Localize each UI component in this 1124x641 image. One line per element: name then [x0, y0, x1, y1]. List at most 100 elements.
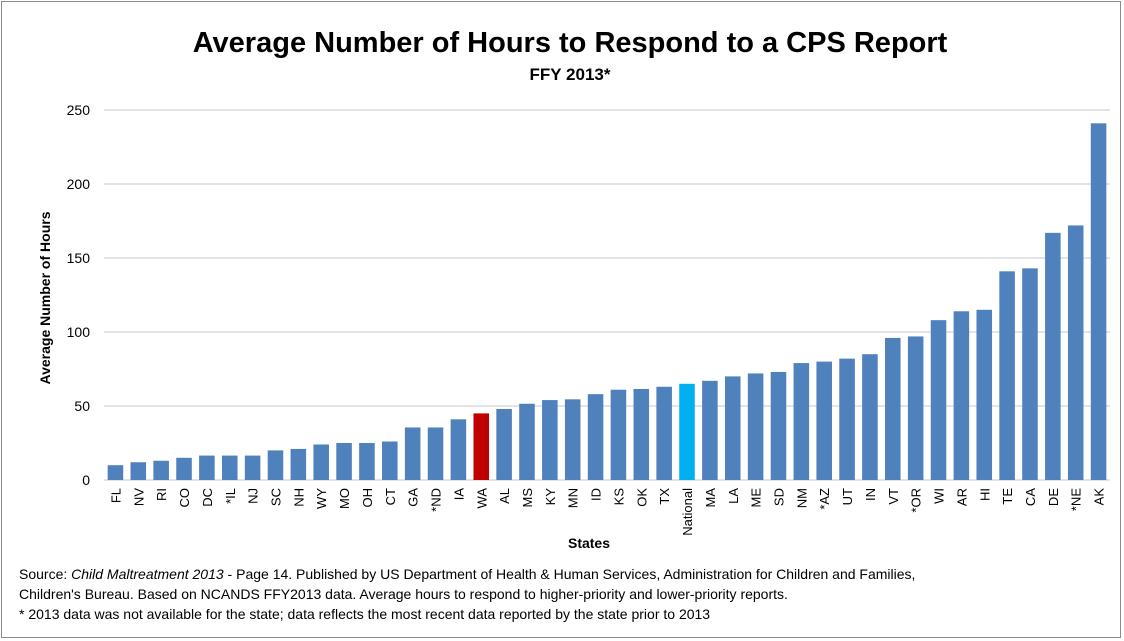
y-tick-label: 250 [67, 102, 91, 118]
chart-title: Average Number of Hours to Respond to a … [193, 27, 948, 59]
x-tick-label: KY [543, 488, 558, 506]
bar [176, 457, 192, 480]
x-tick-label: KS [611, 488, 626, 506]
x-tick-label: IN [863, 488, 878, 501]
chart-subtitle: FFY 2013* [530, 65, 611, 84]
x-tick-label: GA [406, 488, 421, 507]
x-tick-label: NJ [246, 488, 261, 504]
bar [816, 361, 832, 480]
x-tick-label: AK [1092, 488, 1107, 506]
x-tick-label: SD [771, 488, 786, 506]
bar [130, 462, 147, 480]
y-tick-label: 200 [67, 176, 91, 192]
bar [199, 455, 215, 480]
y-axis-label: Average Number of Hours [37, 211, 53, 384]
x-tick-label: *NE [1069, 488, 1084, 511]
bar [107, 465, 124, 480]
bar [496, 408, 512, 480]
x-tick-label: *IL [223, 488, 238, 504]
bar [519, 403, 535, 480]
bar [587, 394, 604, 480]
x-tick-label: HI [977, 488, 992, 501]
x-tick-label: DE [1046, 488, 1061, 506]
source-prefix: Source: [19, 566, 72, 582]
x-tick-label: ID [589, 488, 604, 501]
bar [907, 336, 924, 480]
y-tick-label: 0 [82, 472, 90, 488]
y-tick-label: 100 [67, 324, 91, 340]
source-publication-title: Child Maltreatment 2013 [71, 566, 224, 582]
source-line-1: Source: Child Maltreatment 2013 - Page 1… [19, 564, 1114, 584]
bar [930, 320, 947, 480]
x-tick-labels: FL NV RI CO DC *IL NJ SC NH WY MO OH CT GA *ND IA WA AL MS… [108, 488, 1106, 536]
y-tick-label: 150 [67, 250, 91, 266]
x-tick-label: National [680, 488, 695, 536]
source-line-2: Children's Bureau. Based on NCANDS FFY20… [19, 586, 788, 602]
bar-chart: Average Number of Hours to Respond to a … [37, 27, 1110, 551]
x-tick-label: CT [383, 488, 398, 505]
x-tick-label: AR [954, 488, 969, 506]
footnote: * 2013 data was not available for the st… [19, 606, 711, 622]
x-tick-label: NH [291, 488, 306, 507]
bar [1090, 123, 1107, 480]
bars [107, 123, 1107, 480]
x-tick-label: SC [268, 488, 283, 506]
bar [473, 413, 490, 480]
x-tick-label: LA [726, 488, 741, 504]
bar [542, 400, 558, 480]
bar [1045, 232, 1061, 480]
x-tick-label: OK [634, 488, 649, 507]
x-axis-label: States [568, 535, 610, 551]
bar [724, 376, 741, 480]
x-tick-label: FL [108, 488, 123, 503]
bar [313, 444, 329, 480]
bar [747, 373, 764, 480]
bar [679, 383, 695, 480]
x-tick-label: MN [566, 488, 581, 508]
x-tick-label: UT [840, 488, 855, 505]
bar [976, 309, 993, 480]
bar [382, 441, 398, 480]
x-tick-label: TE [1000, 488, 1015, 505]
bar [610, 389, 627, 480]
bar [221, 455, 238, 480]
x-tick-label: MS [520, 488, 535, 508]
source-note: Source: Child Maltreatment 2013 - Page 1… [19, 564, 1114, 624]
x-tick-label: NV [131, 488, 146, 506]
x-tick-label: *ND [429, 488, 444, 512]
bar [290, 448, 307, 480]
x-tick-label: *OR [909, 488, 924, 513]
x-tick-label: NM [794, 488, 809, 508]
x-tick-label: WA [474, 488, 489, 509]
x-tick-label: IA [451, 488, 466, 501]
x-tick-label: ME [749, 488, 764, 508]
bar [153, 460, 169, 480]
bar [267, 450, 284, 480]
x-tick-label: MO [337, 488, 352, 509]
bar [793, 363, 810, 480]
bar [336, 443, 352, 480]
x-tick-label: CA [1023, 488, 1038, 506]
x-tick-label: WI [932, 488, 947, 504]
x-tick-label: MA [703, 488, 718, 508]
bar [359, 443, 375, 480]
bar [244, 455, 261, 480]
x-tick-label: CO [177, 488, 192, 508]
bar [1067, 225, 1084, 480]
x-tick-label: TX [657, 488, 672, 505]
x-tick-label: RI [154, 488, 169, 501]
x-tick-label: DC [200, 488, 215, 507]
source-line-1-rest: - Page 14. Published by US Department of… [223, 566, 916, 582]
bar [633, 388, 650, 480]
x-tick-label: AL [497, 488, 512, 504]
bar [770, 371, 787, 480]
x-tick-label: VT [886, 488, 901, 505]
x-tick-label: WY [314, 488, 329, 509]
bar [999, 271, 1015, 480]
bar [1022, 268, 1038, 480]
bar [953, 311, 970, 480]
bar [885, 337, 901, 480]
x-tick-label: OH [360, 488, 375, 508]
bar [427, 427, 444, 480]
